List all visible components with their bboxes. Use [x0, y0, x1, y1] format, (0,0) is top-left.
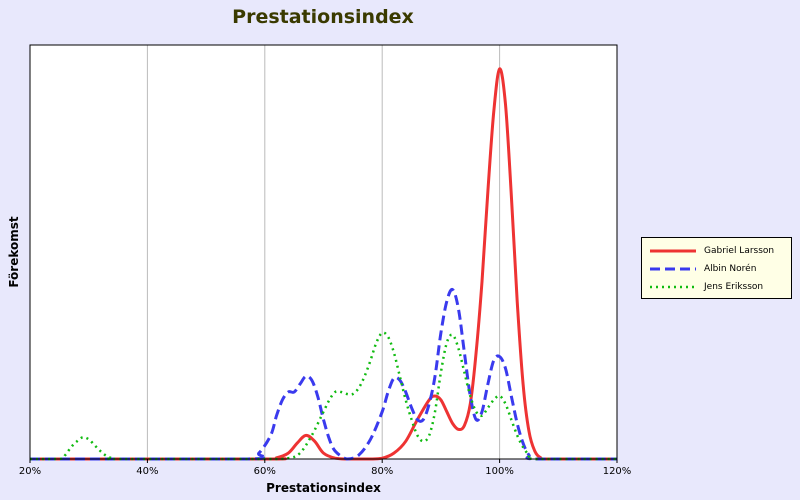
plot-background [30, 45, 617, 459]
legend: Gabriel Larsson Albin Norén Jens Eriksso… [641, 237, 792, 299]
x-tick-label: 40% [136, 466, 158, 477]
legend-item-albin-noren: Albin Norén [648, 260, 791, 278]
plot-border [29, 44, 618, 460]
grid-lines [146, 45, 501, 459]
series-line-jens-eriksson [30, 331, 617, 461]
legend-item-gabriel-larsson: Gabriel Larsson [648, 242, 791, 260]
chart-title: Prestationsindex [232, 6, 414, 28]
legend-swatch-dashed [650, 267, 696, 271]
series-line-albin-nor-n [30, 287, 617, 461]
series-line-gabriel-larsson [30, 67, 617, 461]
x-axis-label: Prestationsindex [266, 481, 381, 495]
legend-label: Albin Norén [704, 264, 757, 274]
series-layer [30, 67, 617, 461]
legend-swatch-solid [650, 249, 696, 253]
x-tick-label: 120% [603, 466, 632, 477]
legend-swatch-dotted [650, 285, 696, 289]
x-tick-label: 20% [19, 466, 41, 477]
x-tick-label: 60% [254, 466, 276, 477]
x-ticks: 20% 40% 60% 80% 100% 120% [19, 459, 631, 477]
legend-item-jens-eriksson: Jens Eriksson [648, 278, 791, 296]
legend-label: Jens Eriksson [704, 282, 764, 292]
x-tick-label: 100% [485, 466, 514, 477]
x-tick-label: 80% [371, 466, 393, 477]
legend-label: Gabriel Larsson [704, 246, 775, 256]
